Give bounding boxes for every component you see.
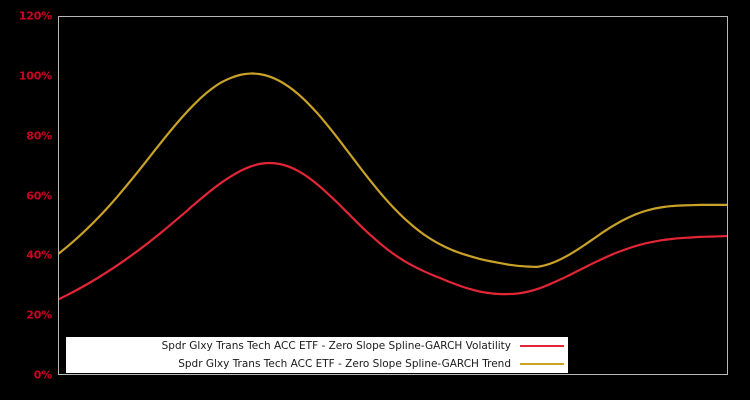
legend-swatch-trend — [520, 363, 564, 365]
series-line-volatility — [59, 161, 727, 301]
y-axis-tick-20: 20% — [26, 308, 52, 322]
plot-area — [58, 16, 728, 375]
series-line-trend — [59, 72, 727, 269]
y-axis-tick-60: 60% — [26, 189, 52, 202]
legend-swatch-volatility — [520, 345, 564, 347]
legend: Spdr Glxy Trans Tech ACC ETF - Zero Slop… — [66, 337, 568, 373]
y-axis-tick-120: 120% — [18, 9, 52, 23]
y-axis-tick-40: 40% — [26, 248, 52, 262]
plot-svg — [59, 72, 727, 301]
legend-label-volatility: Spdr Glxy Trans Tech ACC ETF - Zero Slop… — [161, 339, 511, 352]
y-axis-tick-100: 100% — [18, 69, 52, 83]
legend-item-volatility[interactable]: Spdr Glxy Trans Tech ACC ETF - Zero Slop… — [66, 337, 568, 355]
y-axis-tick-0: 0% — [33, 368, 52, 382]
series-layer — [59, 72, 727, 301]
y-axis-tick-80: 80% — [26, 129, 52, 143]
legend-item-trend[interactable]: Spdr Glxy Trans Tech ACC ETF - Zero Slop… — [66, 355, 568, 373]
legend-label-trend: Spdr Glxy Trans Tech ACC ETF - Zero Slop… — [178, 357, 511, 370]
